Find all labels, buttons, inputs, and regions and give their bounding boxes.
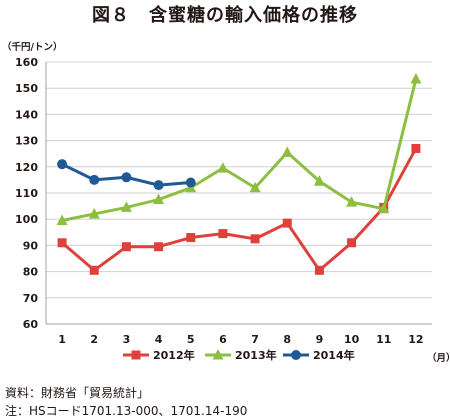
data-point	[347, 238, 357, 248]
x-tick-label: 6	[219, 333, 227, 346]
y-tick-label: 130	[15, 135, 38, 148]
legend-marker	[291, 350, 301, 360]
x-axis-unit-label: （月）	[427, 353, 450, 364]
data-point	[154, 242, 164, 252]
data-point	[346, 196, 358, 207]
y-tick-label: 90	[23, 239, 39, 252]
y-tick-label: 60	[23, 318, 39, 331]
series-line	[61, 147, 418, 272]
data-point	[56, 214, 68, 226]
x-tick-label: 5	[187, 333, 195, 346]
data-point	[153, 193, 165, 205]
data-point	[120, 201, 132, 212]
y-tick-label: 110	[15, 187, 38, 200]
y-tick-label: 160	[15, 56, 38, 69]
x-tick-label: 2	[90, 333, 98, 346]
footnote: 注：HSコード1701.13-000、1701.14-190	[5, 404, 248, 418]
data-point	[121, 242, 131, 252]
data-point	[57, 159, 68, 170]
data-point	[411, 143, 421, 153]
y-tick-label: 100	[15, 213, 38, 226]
series-line	[61, 78, 418, 222]
data-point	[217, 162, 229, 173]
y-tick-label: 150	[15, 82, 38, 95]
y-tick-label: 70	[23, 292, 39, 305]
data-point	[121, 172, 132, 183]
x-tick-label: 9	[316, 333, 324, 346]
data-point	[378, 202, 390, 214]
x-tick-label: 10	[344, 333, 360, 346]
data-point	[57, 238, 67, 248]
data-point	[89, 174, 100, 185]
legend-marker	[212, 349, 224, 360]
data-point	[153, 180, 164, 191]
data-point	[314, 265, 324, 275]
x-tick-label: 3	[123, 333, 131, 346]
x-tick-label: 12	[408, 333, 423, 346]
data-point	[218, 229, 228, 239]
legend-label: 2012年	[153, 348, 195, 362]
data-point	[250, 234, 260, 244]
data-point	[185, 177, 196, 188]
data-point	[313, 175, 325, 186]
chart-title: 図８ 含蜜糖の輸入価格の推移	[92, 5, 358, 26]
y-tick-label: 80	[23, 266, 39, 279]
data-point	[186, 233, 196, 243]
y-axis-unit-label: （千円/トン）	[2, 42, 63, 53]
data-point	[249, 181, 261, 193]
x-tick-label: 8	[283, 333, 291, 346]
legend-marker	[131, 350, 141, 360]
y-tick-label: 140	[15, 108, 38, 121]
legend-label: 2013年	[235, 348, 277, 362]
data-point	[282, 218, 292, 228]
x-tick-label: 4	[155, 333, 163, 346]
x-tick-label: 7	[251, 333, 259, 346]
x-tick-label: 1	[58, 333, 66, 346]
x-tick-label: 11	[376, 333, 391, 346]
data-point	[89, 265, 99, 275]
legend-label: 2014年	[313, 348, 355, 362]
data-point	[88, 207, 100, 219]
y-tick-label: 120	[15, 161, 38, 174]
data-point	[281, 146, 293, 157]
source-note: 資料：財務省「貿易統計」	[5, 386, 150, 400]
data-point	[410, 73, 422, 84]
